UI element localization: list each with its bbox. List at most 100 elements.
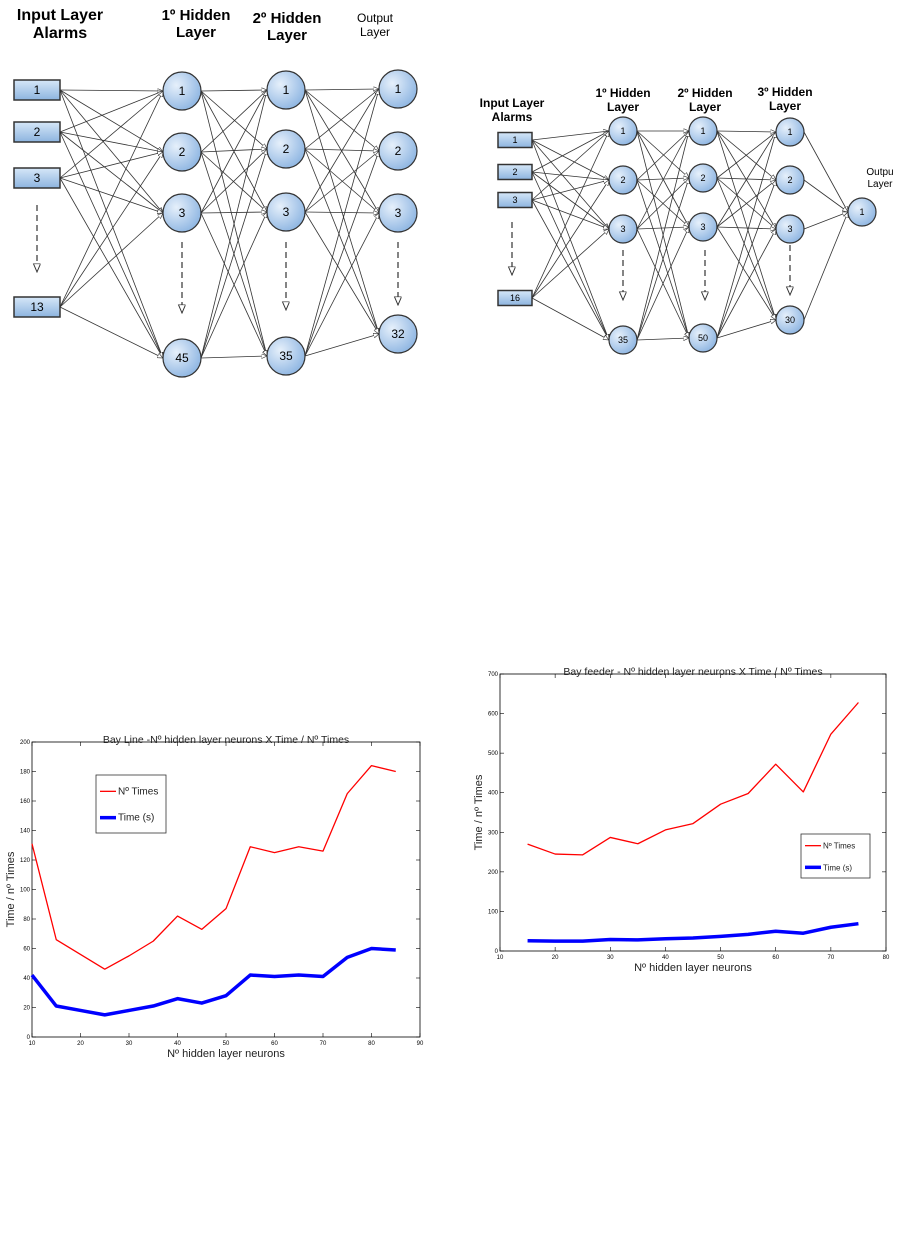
node-label: 2 [700,173,705,183]
node-label: 1 [859,207,864,217]
node-label: 3 [620,224,625,234]
connection [304,151,379,357]
connection [304,89,379,150]
x-tick-label: 60 [772,955,779,961]
connection [636,131,689,341]
y-axis-label: Time / nº Times [473,774,485,850]
x-axis-label: Nº hidden layer neurons [167,1048,285,1060]
node-label: 32 [391,327,405,341]
y-tick-label: 100 [20,888,31,894]
x-tick-label: 40 [174,1041,181,1047]
connection [531,139,609,229]
connection [200,90,267,91]
neuron-node [608,165,638,195]
connection [304,89,379,90]
connection [636,131,689,181]
neuron-node [378,69,418,109]
x-tick-label: 60 [271,1041,278,1047]
connection [304,89,379,151]
y-tick-label: 500 [488,751,499,757]
layer-title: Layer [689,100,721,114]
node-label: 1 [512,135,517,145]
layer-title: 3º Hidden [757,85,812,99]
connection [803,131,848,212]
connection [59,91,163,133]
connection [200,212,268,359]
input-node [497,191,533,209]
input-node [497,289,533,307]
connection [531,199,609,340]
connection [531,171,609,229]
neuron-node [162,132,202,172]
connection [200,149,267,214]
chart-title: Bay Line -Nº hidden layer neurons X Time… [103,734,349,746]
connection [200,90,267,149]
connection [531,171,609,180]
connection [200,90,267,153]
plot-area [31,741,421,1038]
connection [716,320,776,339]
node-label: 2 [179,145,186,159]
connection [304,151,379,213]
connection [59,90,163,91]
plot-area [499,673,887,952]
layer-title: Alarms [33,25,87,42]
chart-2: 10 20 30 40 50 60 70 80 0 100 200 300 400 500 600 700 Ba… [473,666,890,974]
y-tick-label: 180 [20,770,31,776]
input-node [497,163,533,181]
connection [59,177,163,358]
neuron-node [266,192,306,232]
connection [716,229,776,339]
x-tick-label: 10 [497,955,504,961]
neuron-node [266,129,306,169]
chart-1: 10 20 30 40 50 60 70 80 90 0 20 40 60 80 100 120 140 160 1… [5,734,424,1060]
connection [59,152,163,308]
node-label: 13 [30,300,44,314]
x-tick-label: 50 [223,1041,230,1047]
neuron-node [378,193,418,233]
layer-title: Alarms [492,110,533,124]
node-label: 35 [279,349,293,363]
x-tick-label: 10 [29,1041,36,1047]
connection [716,132,776,228]
connection [200,90,267,359]
connection [304,148,379,334]
connection [531,139,609,180]
neuron-node [847,197,877,227]
node-label: 1 [179,84,186,98]
connection [531,229,609,299]
layer-title: 1º Hidden [595,86,650,100]
neuron-node [775,305,805,335]
x-tick-label: 70 [320,1041,327,1047]
neuron-node [266,336,306,376]
node-label: 3 [283,205,290,219]
connection [531,131,610,299]
connection [304,213,379,357]
y-tick-label: 700 [488,672,499,678]
connection [200,212,267,213]
x-tick-label: 90 [417,1041,424,1047]
neuron-node [378,314,418,354]
input-node [13,167,61,189]
legend-label: Nº Times [823,842,855,851]
node-label: 3 [34,171,41,185]
neuron-node [378,131,418,171]
node-label: 1 [787,127,792,137]
connection [531,131,609,141]
legend-label: Time (s) [823,863,852,872]
connection [59,213,163,308]
connection [59,177,163,213]
y-tick-label: 120 [20,858,31,864]
node-label: 2 [283,142,290,156]
connection [531,297,609,340]
x-tick-label: 70 [828,955,835,961]
connection [716,130,776,320]
x-tick-label: 80 [368,1041,375,1047]
connection [59,131,163,152]
layer-title: Input Layer [17,7,103,24]
y-tick-label: 160 [20,799,31,805]
neuron-node [608,116,638,146]
y-tick-label: 200 [488,870,499,876]
